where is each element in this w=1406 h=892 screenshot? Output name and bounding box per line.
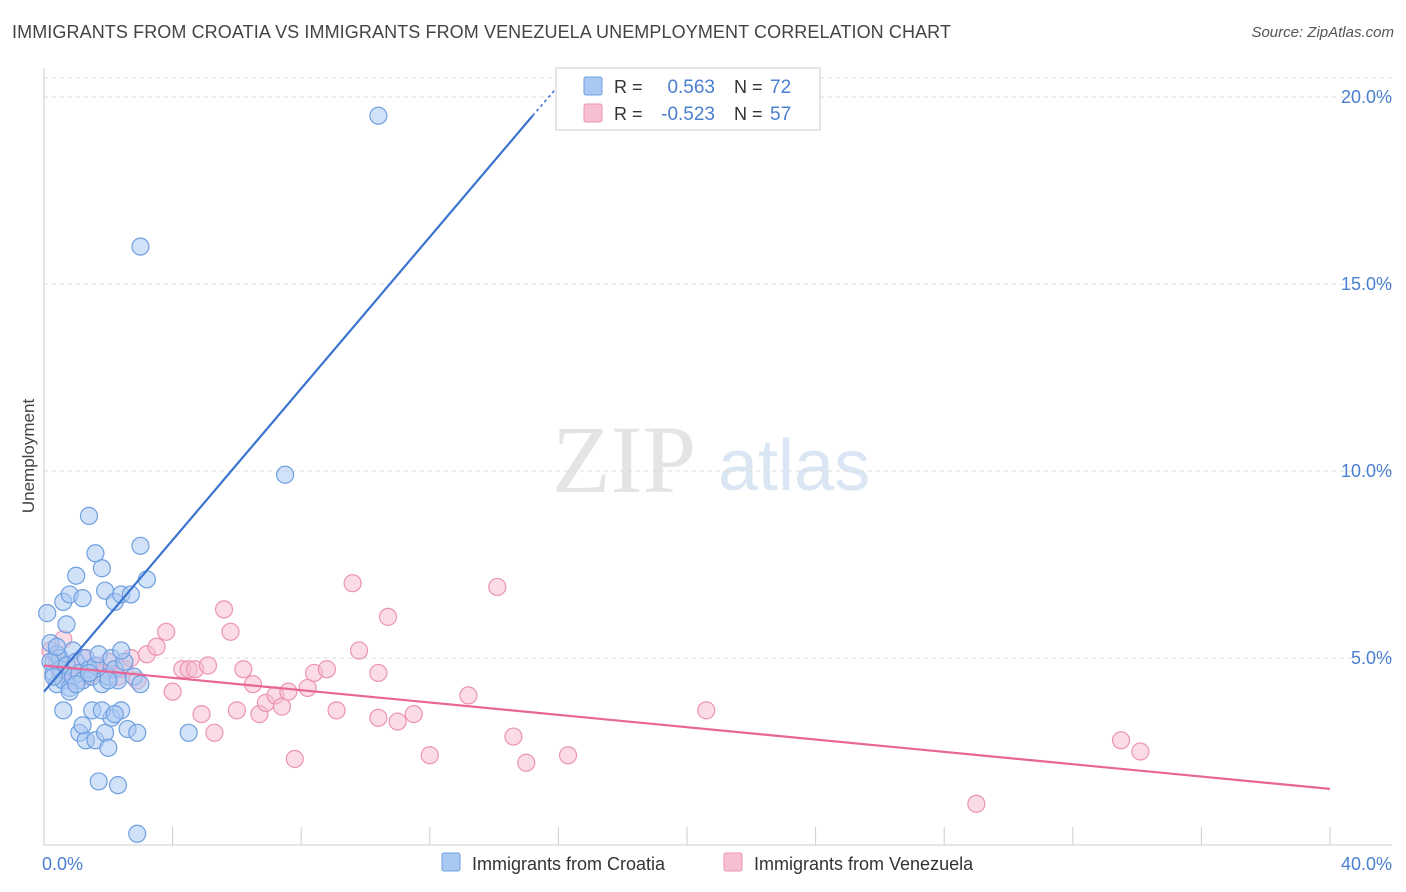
croatia-point [57, 615, 76, 634]
venezuela-point [369, 663, 388, 683]
stats-croatia-n-label: N = [734, 77, 763, 97]
croatia-point [108, 776, 128, 795]
venezuela-point [488, 577, 507, 597]
venezuela-point [517, 753, 536, 772]
venezuela-point [157, 622, 176, 641]
venezuela-point [1131, 742, 1150, 761]
croatia-point [131, 536, 150, 555]
croatia-point [276, 465, 295, 484]
venezuela-point [378, 607, 398, 626]
croatia-point [54, 701, 73, 720]
croatia-point [131, 675, 150, 694]
venezuela-point [272, 697, 292, 716]
venezuela-point [967, 794, 986, 813]
croatia-point [121, 585, 140, 604]
croatia-point [86, 544, 105, 563]
source-attribution: Source: ZipAtlas.com [1251, 24, 1394, 41]
stats-venezuela-n-label: N = [734, 104, 763, 124]
croatia-point [105, 704, 124, 724]
venezuela-point [285, 749, 304, 769]
venezuela-point [221, 622, 240, 641]
croatia-point [73, 716, 92, 735]
stats-box: R = 0.563 N = 72 R = -0.523 N = 57 [555, 67, 821, 131]
venezuela-point [234, 660, 253, 679]
venezuela-point [697, 701, 716, 720]
legend-croatia-swatch [441, 852, 461, 872]
croatia-point [79, 663, 99, 683]
croatia-point [38, 604, 57, 623]
stats-croatia-swatch [583, 76, 603, 96]
croatia-point [99, 738, 118, 757]
x-tick-label-max: 40.0% [1341, 854, 1392, 874]
venezuela-point [1111, 731, 1131, 750]
venezuela-point [404, 704, 423, 724]
venezuela-point [227, 701, 246, 720]
croatia-point [44, 667, 63, 686]
points-layer [38, 106, 1150, 843]
axis-layer: 5.0% 10.0% 15.0% 20.0% 0.0% 40.0% [42, 68, 1392, 874]
croatia-trend-line [43, 114, 534, 693]
croatia-point [67, 566, 86, 585]
venezuela-point [369, 708, 388, 727]
stats-venezuela-swatch [583, 103, 603, 123]
venezuela-point [459, 686, 478, 705]
legend-croatia-label: Immigrants from Croatia [472, 854, 666, 874]
croatia-point [112, 641, 131, 660]
stats-croatia-r-value: 0.563 [667, 77, 715, 98]
y-tick-label: 10.0% [1341, 461, 1392, 481]
venezuela-point [504, 727, 523, 746]
venezuela-point [327, 701, 346, 720]
stats-venezuela-r-value: -0.523 [661, 104, 715, 125]
stats-croatia-n-value: 72 [770, 77, 791, 98]
venezuela-point [147, 637, 166, 656]
venezuela-trend-line [43, 664, 1331, 790]
croatia-point [89, 772, 108, 791]
y-tick-label: 15.0% [1341, 274, 1392, 294]
legend: Immigrants from Croatia Immigrants from … [441, 852, 974, 874]
chart-title: IMMIGRANTS FROM CROATIA VS IMMIGRANTS FR… [12, 22, 952, 42]
watermark-atlas: atlas [718, 426, 870, 506]
y-axis-label: Unemployment [19, 399, 38, 514]
stats-venezuela-n-value: 57 [770, 104, 791, 125]
venezuela-point [214, 600, 234, 619]
venezuela-point [343, 574, 362, 593]
venezuela-point [317, 660, 337, 679]
venezuela-point [163, 682, 182, 701]
croatia-point [92, 559, 111, 578]
croatia-point [73, 589, 92, 608]
legend-venezuela-label: Immigrants from Venezuela [754, 854, 974, 874]
venezuela-point [198, 656, 218, 675]
venezuela-point [558, 746, 578, 765]
venezuela-point [279, 682, 298, 701]
grid-layer [44, 77, 1392, 659]
croatia-point [79, 506, 99, 525]
croatia-point [47, 637, 66, 656]
croatia-trend-extension [532, 85, 559, 117]
croatia-point [369, 106, 388, 125]
croatia-point [128, 824, 147, 843]
stats-venezuela-r-label: R = [614, 104, 643, 124]
croatia-point [179, 723, 198, 742]
trend-layer [43, 85, 1331, 790]
y-tick-label: 5.0% [1351, 648, 1392, 668]
venezuela-point [192, 704, 211, 724]
croatia-point [67, 675, 86, 694]
venezuela-point [388, 712, 407, 731]
stats-croatia-r-label: R = [614, 77, 643, 97]
venezuela-point [205, 723, 224, 742]
x-tick-label-min: 0.0% [42, 854, 83, 874]
croatia-point [128, 723, 147, 742]
croatia-point [99, 671, 118, 690]
croatia-point [137, 570, 156, 589]
venezuela-point [420, 746, 439, 765]
croatia-point [131, 237, 150, 256]
y-tick-label: 20.0% [1341, 87, 1392, 107]
watermark-zip: ZIP [552, 406, 696, 513]
legend-venezuela-swatch [723, 852, 743, 872]
venezuela-point [349, 641, 369, 660]
